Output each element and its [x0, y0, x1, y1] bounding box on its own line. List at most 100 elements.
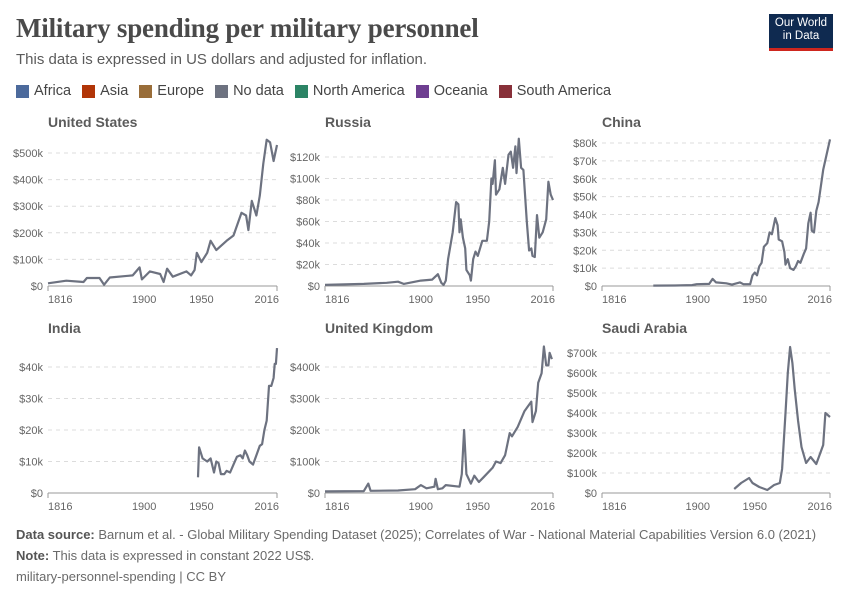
y-tick-label: $600k [567, 368, 597, 380]
y-tick-label: $400k [567, 408, 597, 420]
x-tick-label: 1816 [602, 501, 626, 513]
x-tick-label: 2016 [808, 501, 832, 513]
y-tick-label: $30k [19, 394, 43, 406]
y-tick-label: $400k [290, 362, 320, 374]
legend-item-europe[interactable]: Europe [139, 83, 204, 99]
y-tick-label: $200k [567, 448, 597, 460]
panel-title-united-states: United States [48, 114, 138, 130]
chart-subtitle: This data is expressed in US dollars and… [16, 51, 428, 68]
y-tick-label: $0 [585, 488, 597, 500]
y-tick-label: $40k [573, 210, 597, 222]
legend-item-south-america[interactable]: South America [498, 83, 612, 99]
legend-label: No data [233, 83, 284, 99]
legend-item-africa[interactable]: Africa [16, 83, 71, 99]
x-tick-label: 1900 [409, 294, 433, 306]
legend-item-no-data[interactable]: No data [215, 83, 284, 99]
x-tick-label: 1950 [466, 501, 490, 513]
x-tick-label: 1950 [189, 501, 213, 513]
x-tick-label: 1816 [602, 294, 626, 306]
x-tick-label: 1816 [325, 501, 349, 513]
y-tick-label: $40k [296, 238, 320, 250]
y-tick-label: $120k [290, 152, 320, 164]
x-tick-label: 1950 [189, 294, 213, 306]
panel-title-russia: Russia [325, 114, 371, 130]
owid-logo[interactable]: Our World in Data [769, 14, 833, 51]
x-tick-label: 1816 [48, 501, 72, 513]
series-line-saudi-arabia[interactable] [733, 345, 831, 492]
slug-license[interactable]: military-personnel-spending | CC BY [16, 569, 227, 584]
y-tick-label: $100k [13, 254, 43, 266]
y-tick-label: $20k [573, 245, 597, 257]
x-tick-label: 2016 [531, 501, 555, 513]
x-tick-label: 1816 [48, 294, 72, 306]
note-text: This data is expressed in constant 2022 … [52, 548, 315, 563]
legend-label: Asia [100, 83, 129, 99]
y-tick-label: $100k [567, 468, 597, 480]
legend-swatch [215, 84, 229, 98]
x-tick-label: 2016 [255, 294, 279, 306]
x-tick-label: 2016 [808, 294, 832, 306]
x-tick-label: 1900 [686, 501, 710, 513]
series-line-united-states[interactable] [47, 138, 279, 286]
y-tick-label: $80k [573, 138, 597, 150]
x-tick-label: 2016 [531, 294, 555, 306]
legend-label: Africa [34, 83, 72, 99]
panel-title-saudi-arabia: Saudi Arabia [602, 320, 687, 336]
series-line-united-kingdom[interactable] [324, 345, 553, 493]
y-tick-label: $60k [573, 174, 597, 186]
legend-label: North America [312, 83, 405, 99]
panel-title-china: China [602, 114, 641, 130]
source-line: Data source: Barnum et al. - Global Mili… [16, 527, 816, 542]
x-tick-label: 1950 [466, 294, 490, 306]
y-tick-label: $0 [308, 488, 320, 500]
y-tick-label: $300k [290, 394, 320, 406]
legend-label: Oceania [433, 83, 488, 99]
y-tick-label: $40k [19, 362, 43, 374]
x-tick-label: 1900 [132, 501, 156, 513]
y-tick-label: $0 [31, 281, 43, 293]
y-tick-label: $80k [296, 195, 320, 207]
y-tick-label: $60k [296, 217, 320, 229]
legend-item-oceania[interactable]: Oceania [415, 83, 488, 99]
y-tick-label: $200k [290, 425, 320, 437]
panel-title-united-kingdom: United Kingdom [325, 320, 433, 336]
series-line-china[interactable] [653, 139, 832, 287]
x-tick-label: 1816 [325, 294, 349, 306]
y-tick-label: $300k [13, 201, 43, 213]
legend-swatch [82, 84, 96, 98]
y-tick-label: $20k [296, 260, 320, 272]
legend-item-north-america[interactable]: North America [294, 83, 405, 99]
series-line-russia[interactable] [324, 137, 555, 286]
y-tick-label: $500k [567, 388, 597, 400]
y-tick-label: $500k [13, 148, 43, 160]
source-text[interactable]: Barnum et al. - Global Military Spending… [98, 527, 817, 542]
y-tick-label: $0 [31, 488, 43, 500]
y-tick-label: $700k [567, 348, 597, 360]
x-tick-label: 1900 [686, 294, 710, 306]
panel-title-india: India [48, 320, 81, 336]
legend-swatch [294, 84, 308, 98]
x-tick-label: 1900 [409, 501, 433, 513]
y-tick-label: $100k [290, 174, 320, 186]
chart-title: Military spending per military personnel [16, 13, 479, 43]
legend-swatch [139, 84, 153, 98]
x-tick-label: 1900 [132, 294, 156, 306]
note-label: Note: [16, 548, 50, 563]
y-tick-label: $20k [19, 425, 43, 437]
legend-item-asia[interactable]: Asia [82, 83, 128, 99]
y-tick-label: $200k [13, 228, 43, 240]
y-tick-label: $30k [573, 227, 597, 239]
y-tick-label: $0 [308, 281, 320, 293]
note-line: Note: This data is expressed in constant… [16, 548, 314, 563]
y-tick-label: $100k [290, 457, 320, 469]
y-tick-label: $400k [13, 175, 43, 187]
y-tick-label: $300k [567, 428, 597, 440]
legend-swatch [16, 84, 29, 98]
legend-label: South America [516, 83, 612, 99]
legend-swatch [498, 84, 512, 98]
y-tick-label: $10k [19, 457, 43, 469]
y-tick-label: $0 [585, 281, 597, 293]
series-line-india[interactable] [196, 348, 279, 478]
x-tick-label: 1950 [743, 294, 767, 306]
